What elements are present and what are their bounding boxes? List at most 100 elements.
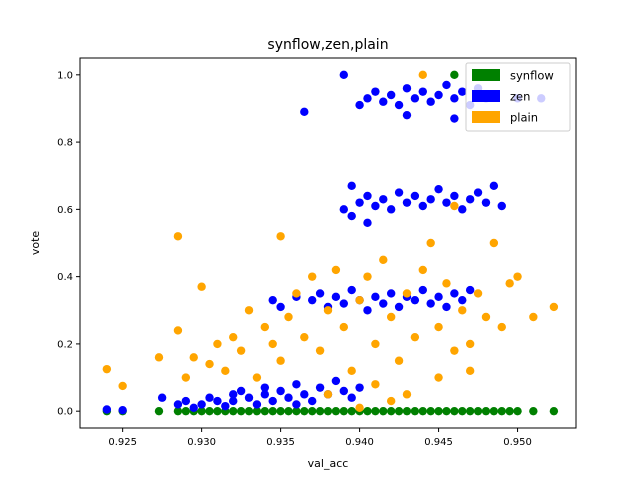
plain-point xyxy=(402,390,412,399)
synflow-point xyxy=(458,406,467,416)
plain-point xyxy=(505,279,514,288)
zen-point xyxy=(434,90,443,100)
zen-point xyxy=(410,94,420,103)
plain-point xyxy=(276,356,285,365)
zen-point xyxy=(442,198,451,207)
synflow-point xyxy=(402,406,412,416)
zen-point xyxy=(465,285,475,295)
zen-point xyxy=(426,299,435,308)
synflow-point xyxy=(284,406,293,416)
synflow-point xyxy=(339,406,348,416)
zen-point xyxy=(402,110,412,120)
zen-point xyxy=(118,405,127,415)
x-tick-label: 0.945 xyxy=(424,437,453,448)
y-tick-label: 0.8 xyxy=(57,138,73,149)
synflow-point xyxy=(473,406,483,416)
x-tick-label: 0.940 xyxy=(345,437,374,448)
zen-point xyxy=(244,393,254,402)
plain-point xyxy=(173,232,183,241)
synflow-point xyxy=(181,406,191,416)
plain-point xyxy=(363,272,372,281)
legend-label-synflow: synflow xyxy=(510,69,554,83)
zen-point xyxy=(386,90,396,100)
plain-point xyxy=(205,359,214,369)
zen-point xyxy=(418,285,427,295)
plain-point xyxy=(308,272,317,281)
plain-point xyxy=(434,373,443,382)
plain-point xyxy=(450,201,459,211)
zen-point xyxy=(260,383,270,392)
plain-point xyxy=(323,390,333,399)
y-tick-label: 0.4 xyxy=(57,272,73,283)
zen-point xyxy=(221,401,230,411)
plain-point xyxy=(347,366,356,376)
plain-point xyxy=(410,332,420,342)
zen-point xyxy=(292,400,301,409)
zen-point xyxy=(181,396,191,406)
synflow-point xyxy=(549,406,559,416)
zen-point xyxy=(260,390,270,399)
zen-point xyxy=(426,97,435,106)
zen-point xyxy=(355,383,364,392)
series-plain xyxy=(102,70,559,413)
zen-point xyxy=(434,292,443,302)
zen-point xyxy=(102,405,112,414)
plain-point xyxy=(442,279,451,288)
synflow-point xyxy=(229,406,238,416)
plain-point xyxy=(236,346,246,355)
plain-point xyxy=(465,339,475,349)
zen-point xyxy=(371,292,380,302)
synflow-point xyxy=(386,406,396,416)
x-tick-label: 0.930 xyxy=(187,437,216,448)
synflow-point xyxy=(213,406,222,416)
zen-point xyxy=(355,198,364,207)
zen-point xyxy=(394,302,404,312)
legend-label-plain: plain xyxy=(510,111,538,125)
zen-point xyxy=(236,386,246,396)
y-axis-label: vote xyxy=(29,231,42,256)
plain-point xyxy=(481,312,491,322)
zen-point xyxy=(379,299,388,308)
zen-point xyxy=(379,195,388,204)
synflow-point xyxy=(434,406,443,416)
plain-point xyxy=(213,339,222,349)
plain-point xyxy=(394,356,404,365)
plain-point xyxy=(489,238,499,248)
synflow-point xyxy=(276,406,285,416)
zen-point xyxy=(347,181,356,191)
zen-point xyxy=(339,205,348,214)
plain-point xyxy=(386,312,396,322)
plain-point xyxy=(181,373,191,382)
zen-point xyxy=(308,295,317,305)
zen-point xyxy=(355,100,364,110)
plain-point xyxy=(268,339,277,349)
zen-point xyxy=(450,289,459,298)
synflow-point xyxy=(268,406,277,416)
legend-swatch-synflow xyxy=(472,69,500,81)
synflow-point xyxy=(371,406,380,416)
synflow-point xyxy=(197,406,206,416)
synflow-point xyxy=(465,406,475,416)
legend-label-zen: zen xyxy=(510,90,530,104)
synflow-point xyxy=(363,406,372,416)
plot-points xyxy=(102,70,559,416)
zen-point xyxy=(458,295,467,305)
synflow-point xyxy=(426,406,435,416)
zen-point xyxy=(284,393,293,402)
zen-point xyxy=(465,195,475,204)
zen-point xyxy=(442,80,451,90)
synflow-point xyxy=(418,406,427,416)
zen-point xyxy=(363,191,372,201)
plain-point xyxy=(386,396,396,406)
zen-point xyxy=(442,302,451,312)
plain-point xyxy=(418,265,427,275)
plain-point xyxy=(402,289,412,298)
plain-point xyxy=(154,353,164,362)
synflow-point xyxy=(331,406,341,416)
legend-swatch-zen xyxy=(472,90,500,102)
synflow-point xyxy=(260,406,270,416)
zen-point xyxy=(434,184,443,194)
y-tick-label: 0.6 xyxy=(57,205,73,216)
plain-point xyxy=(418,70,427,80)
plain-point xyxy=(434,322,443,332)
